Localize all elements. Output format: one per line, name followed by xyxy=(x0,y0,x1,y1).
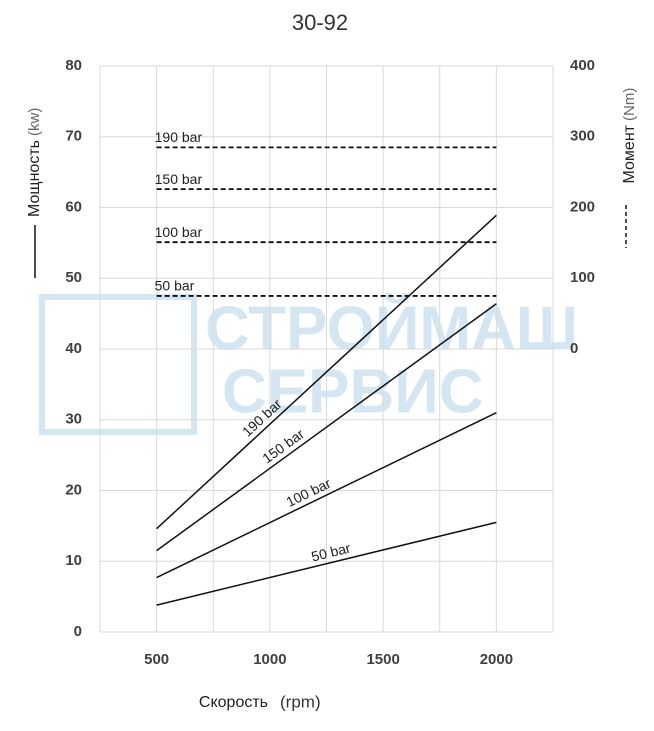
x-tick-label: 2000 xyxy=(480,651,513,668)
y-tick-label: 0 xyxy=(74,623,82,640)
power-line xyxy=(156,214,497,530)
y2-tick-label: 200 xyxy=(570,198,595,215)
y-tick-label: 60 xyxy=(65,198,82,215)
watermark-logo xyxy=(39,294,197,435)
power-line xyxy=(156,303,497,552)
power-line xyxy=(156,412,497,579)
x-tick-label: 500 xyxy=(144,651,169,668)
y-tick-label: 40 xyxy=(65,340,82,357)
x-unit: (rpm) xyxy=(280,692,321,711)
y2-tick-label: 400 xyxy=(570,57,595,74)
y2-tick-label: 300 xyxy=(570,128,595,145)
y-tick-label: 10 xyxy=(65,552,82,569)
y-tick-label: 20 xyxy=(65,481,82,498)
y-tick-label: 80 xyxy=(65,57,82,74)
y-tick-label: 70 xyxy=(65,128,82,145)
y-tick-label: 30 xyxy=(65,411,82,428)
series-label: 190 bar xyxy=(155,129,203,145)
series-label: 150 bar xyxy=(155,171,203,187)
x-tick-label: 1000 xyxy=(253,651,286,668)
y2-label: Момент xyxy=(621,124,638,183)
y-tick-label: 50 xyxy=(65,269,82,286)
watermark: СТРОЙМАШ xyxy=(205,293,578,363)
x-tick-label: 1500 xyxy=(366,651,399,668)
power-line xyxy=(156,521,497,606)
series-label: 50 bar xyxy=(155,278,195,294)
x-label: Скорость xyxy=(199,694,268,711)
y2-axis-title: Момент (Nm) xyxy=(621,88,638,184)
y2-unit: (Nm) xyxy=(621,88,638,121)
y-unit: (kw) xyxy=(26,108,43,136)
series-label: 100 bar xyxy=(155,224,203,240)
chart-title: 30-92 xyxy=(292,10,348,35)
y2-tick-label: 0 xyxy=(570,340,578,357)
y2-tick-label: 100 xyxy=(570,269,595,286)
y-axis-title: Мощность (kw) xyxy=(26,108,43,217)
y-label: Мощность xyxy=(26,140,43,217)
